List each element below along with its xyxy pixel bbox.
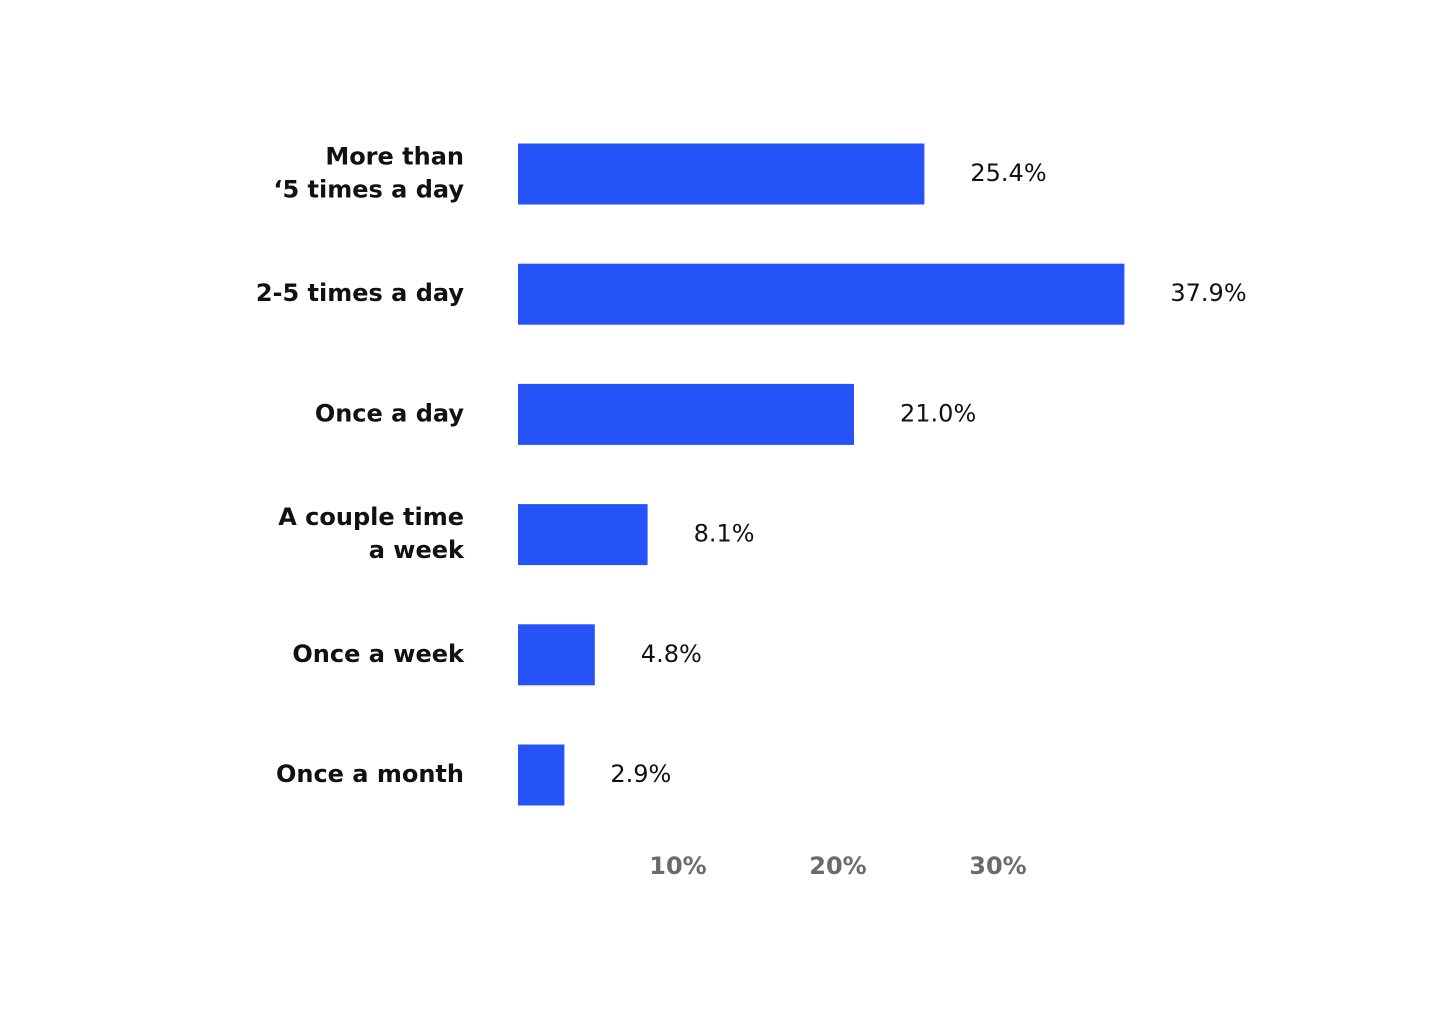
x-tick-label: 10% xyxy=(649,852,706,880)
value-label: 21.0% xyxy=(900,399,976,427)
category-label: More than ‘5 times a day xyxy=(273,143,464,204)
bar xyxy=(518,383,854,445)
x-tick-label: 20% xyxy=(809,852,866,880)
category-label: Once a week xyxy=(292,640,465,668)
value-label: 2.9% xyxy=(610,760,671,788)
bar xyxy=(518,263,1125,325)
value-label: 25.4% xyxy=(970,159,1046,187)
value-label: 37.9% xyxy=(1170,279,1246,307)
bar xyxy=(518,624,595,686)
category-label: 2-5 times a day xyxy=(256,279,465,307)
value-label: 4.8% xyxy=(641,640,702,668)
value-label: 8.1% xyxy=(694,520,755,548)
category-label: Once a month xyxy=(276,760,464,788)
bar xyxy=(518,744,565,806)
x-tick-label: 30% xyxy=(969,852,1026,880)
category-label: A couple time a week xyxy=(278,503,465,564)
bar xyxy=(518,504,648,566)
bar xyxy=(518,143,925,205)
category-label: Once a day xyxy=(315,399,465,427)
